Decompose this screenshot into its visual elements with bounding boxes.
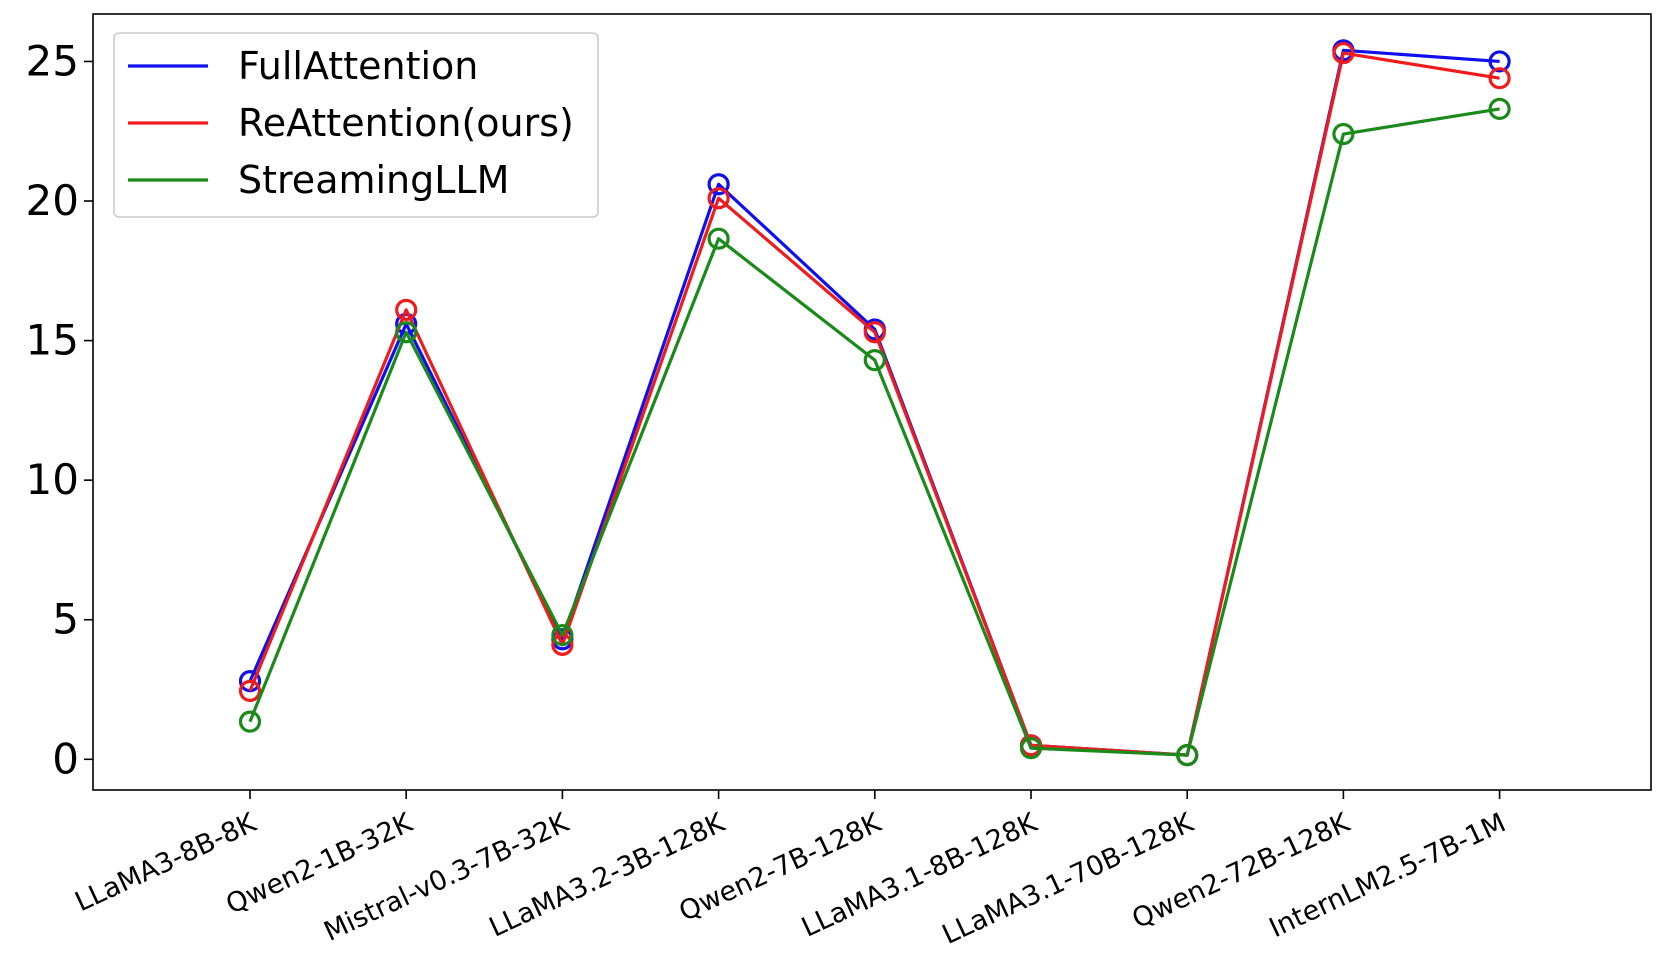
series-line — [248, 107, 1500, 757]
y-tick-label: 15 — [26, 316, 79, 365]
data-point — [1488, 97, 1511, 121]
data-point — [1332, 122, 1355, 146]
data-point — [863, 321, 886, 344]
series-layer — [238, 39, 1511, 767]
data-point — [1019, 737, 1043, 760]
y-tick-label: 25 — [26, 36, 79, 85]
legend-label: FullAttention — [238, 44, 478, 88]
data-point — [238, 710, 262, 733]
data-point — [707, 227, 730, 250]
x-axis: LLaMA3-8B-8KQwen2-1B-32KMistral-v0.3-7B-… — [71, 790, 1511, 951]
data-point — [551, 623, 574, 647]
data-point — [1488, 67, 1511, 90]
data-point — [395, 321, 418, 344]
y-axis: 0 5 10 15 20 25 — [26, 36, 93, 783]
data-point — [1176, 744, 1199, 767]
legend-label: ReAttention(ours) — [238, 101, 574, 145]
legend: FullAttention ReAttention(ours) StreamingL… — [113, 32, 599, 218]
y-tick-label: 10 — [26, 455, 79, 504]
y-tick-label: 20 — [26, 176, 79, 225]
data-point — [238, 679, 262, 703]
x-tick-label: LLaMA3.1-70B-128K — [938, 807, 1200, 951]
data-point — [1332, 41, 1355, 65]
data-point — [707, 173, 730, 196]
y-tick-label: 5 — [52, 595, 79, 644]
series-line — [248, 51, 1500, 757]
legend-frame — [113, 32, 599, 218]
legend-label: StreamingLLM — [238, 158, 509, 202]
series-2 — [238, 97, 1511, 767]
data-point — [1488, 50, 1511, 73]
data-point — [395, 298, 418, 321]
y-tick-label: 0 — [52, 734, 79, 783]
data-point — [863, 349, 886, 372]
data-point — [707, 187, 730, 210]
